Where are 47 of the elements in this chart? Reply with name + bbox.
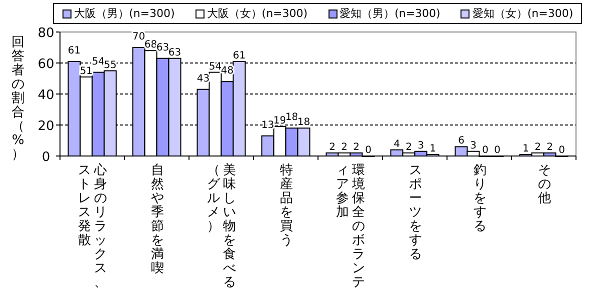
data-label: 63 [168,47,182,58]
data-label: 68 [144,40,158,51]
x-tick-label: その他 [537,163,552,206]
legend-label: 大阪（男）(n=300) [74,6,175,21]
category-label: 心身のリラックス、ストレス発散 [78,163,107,290]
data-label: 2 [406,142,412,153]
x-tick-label: 特産品を買う [279,163,294,248]
data-label: 18 [285,112,298,124]
legend-label: 愛知（男）(n=300) [340,6,440,21]
data-label: 4 [394,138,400,150]
legend-label: 愛知（女）(n=300) [472,6,574,21]
data-label: 19 [273,116,286,127]
text: 回答者の割合（%） [12,35,24,162]
data-label: 61 [68,45,81,56]
data-label: 0 [482,145,488,156]
data-label: 0 [365,145,372,156]
data-label: 43 [196,73,210,84]
data-label: 1 [522,143,529,154]
data-label: 6 [458,136,464,147]
data-label: 0 [494,145,500,156]
data-label: 2 [534,142,541,153]
data-label: 2 [329,142,336,153]
y-tick-label: 20 [38,119,54,134]
data-label: 3 [418,140,424,152]
data-label: 1 [430,143,436,154]
data-label: 2 [341,142,348,153]
x-tick-label: 釣りをする [472,163,487,234]
x-tick-label: 自然や季節を満喫 [150,163,164,276]
data-label: 13 [261,120,274,131]
y-tick-label: 0 [42,150,50,165]
data-label: 63 [156,42,170,54]
x-tick-label: スポーツをする [408,163,422,262]
data-label: 61 [232,50,246,62]
data-label: 2 [546,142,553,153]
data-label: 0 [558,145,565,156]
data-label: 48 [220,66,234,77]
category-label: 環境保全のボランティア参加 [336,163,365,290]
data-label: 51 [80,66,93,77]
y-tick-label: 80 [38,26,54,41]
category-label: 美味しい物を食べる（グルメ） [206,163,236,290]
data-label: 3 [470,140,476,152]
data-label: 2 [353,142,360,153]
data-label: 70 [132,32,146,42]
y-tick-label: 40 [38,88,54,103]
legend-label: 大阪（女）(n=300) [206,6,308,21]
data-label: 54 [92,56,105,68]
y-tick-label: 60 [38,57,54,72]
